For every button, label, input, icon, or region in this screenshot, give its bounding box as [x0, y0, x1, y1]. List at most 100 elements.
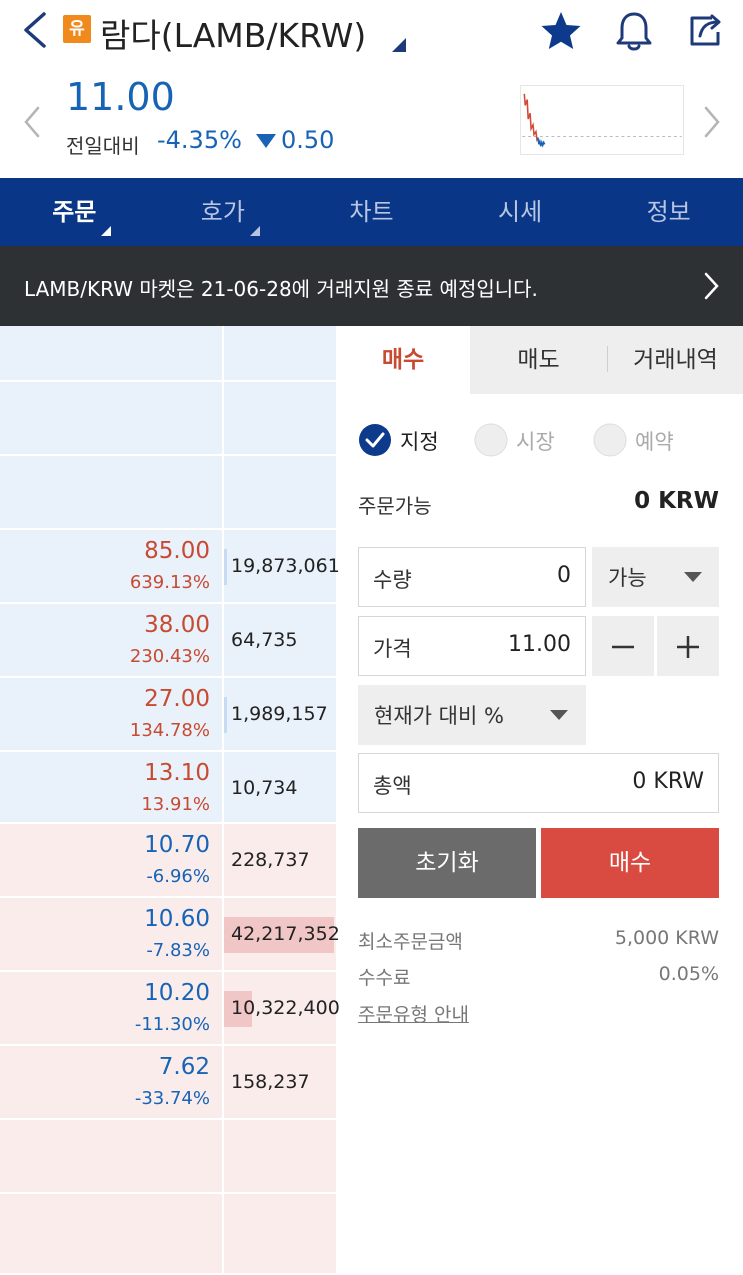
- price-decrease-button[interactable]: [592, 616, 654, 676]
- bid-quantity: 10,322,400: [231, 997, 340, 1019]
- tab-info[interactable]: 정보: [594, 178, 743, 246]
- bid-volume-bar: [224, 991, 252, 1027]
- previous-market-icon[interactable]: [22, 104, 44, 140]
- buy-button[interactable]: 매수: [541, 828, 719, 898]
- market-dropdown-icon[interactable]: [392, 38, 406, 52]
- orderbook-bid-row[interactable]: 10.70 -6.96% 228,737: [0, 824, 336, 898]
- radio-unchecked-icon: [474, 423, 508, 457]
- radio-limit-order[interactable]: 지정: [358, 420, 468, 460]
- column-divider: [222, 1120, 224, 1192]
- bid-price: 10.70: [144, 832, 210, 858]
- ask-percent: 134.78%: [129, 720, 210, 741]
- order-type-guide-link[interactable]: 주문유형 안내: [358, 1004, 469, 1026]
- tab-chart[interactable]: 차트: [297, 178, 446, 246]
- warning-badge: 유: [63, 15, 91, 43]
- column-divider: [222, 898, 224, 970]
- orderbook-bid-row[interactable]: 7.62 -33.74% 158,237: [0, 1046, 336, 1120]
- tab-orderbook-caret-icon: [249, 226, 260, 236]
- header: 유 람다(LAMB/KRW): [0, 0, 743, 62]
- ask-quantity: 64,735: [231, 629, 298, 651]
- column-divider: [222, 530, 224, 602]
- tab-orderbook[interactable]: 호가: [149, 178, 298, 246]
- orderbook-empty-row: [0, 456, 336, 530]
- orderbook-ask-row[interactable]: 38.00 230.43% 64,735: [0, 604, 336, 678]
- bid-quantity: 42,217,352: [231, 923, 340, 945]
- tab-order-label: 주문: [52, 198, 97, 226]
- ask-volume-bar: [224, 697, 227, 733]
- next-market-icon[interactable]: [700, 104, 722, 140]
- orderbook: 85.00 639.13% 19,873,061 38.00 230.43% 6…: [0, 326, 340, 1275]
- delisting-notice[interactable]: LAMB/KRW 마켓은 21-06-28에 거래지원 종료 예정입니다.: [0, 246, 743, 326]
- radio-market-order[interactable]: 시장: [474, 420, 584, 460]
- available-label: 주문가능: [358, 494, 432, 518]
- bid-quantity: 228,737: [231, 849, 310, 871]
- change-percent: -4.35%: [157, 126, 242, 154]
- market-title[interactable]: 람다(LAMB/KRW): [100, 16, 367, 55]
- total-field[interactable]: 총액 0 KRW: [358, 753, 719, 813]
- ask-percent: 13.91%: [141, 794, 210, 815]
- bid-percent: -11.30%: [134, 1014, 210, 1035]
- tab-sell[interactable]: 매도: [517, 347, 560, 373]
- bid-percent: -33.74%: [134, 1088, 210, 1109]
- ask-percent: 639.13%: [129, 572, 210, 593]
- back-arrow-icon[interactable]: [18, 8, 52, 52]
- orderbook-ask-row[interactable]: 85.00 639.13% 19,873,061: [0, 530, 340, 604]
- ask-price: 38.00: [144, 612, 210, 638]
- orderbook-bid-row[interactable]: 10.20 -11.30% 10,322,400: [0, 972, 340, 1046]
- price-increase-button[interactable]: [657, 616, 719, 676]
- tab-market-price-label: 시세: [497, 198, 543, 226]
- orderbook-empty-row: [0, 326, 336, 382]
- favorite-star-icon[interactable]: [538, 8, 584, 54]
- bid-price: 7.62: [158, 1054, 210, 1080]
- total-label: 총액: [373, 774, 412, 798]
- notification-bell-icon[interactable]: [612, 8, 656, 54]
- change-label: 전일대비: [66, 134, 140, 158]
- column-divider: [222, 972, 224, 1044]
- tab-buy[interactable]: 매수: [336, 326, 470, 394]
- chevron-down-icon: [550, 710, 568, 720]
- bid-price: 10.60: [144, 906, 210, 932]
- radio-unchecked-icon: [593, 423, 627, 457]
- tab-market-price[interactable]: 시세: [446, 178, 595, 246]
- orderbook-ask-row[interactable]: 27.00 134.78% 1,989,157: [0, 678, 336, 752]
- price-value: 11.00: [508, 632, 571, 657]
- reset-button[interactable]: 초기화: [358, 828, 536, 898]
- quantity-option-dropdown[interactable]: 가능: [592, 547, 719, 607]
- tab-order[interactable]: 주문: [0, 178, 149, 246]
- minus-icon: [612, 645, 634, 649]
- min-order-label: 최소주문금액: [358, 931, 463, 953]
- percent-of-current-price-select[interactable]: 현재가 대비 %: [358, 685, 586, 745]
- total-value: 0 KRW: [632, 769, 704, 794]
- column-divider: [222, 824, 224, 896]
- orderbook-ask-row[interactable]: 13.10 13.91% 10,734: [0, 752, 336, 824]
- column-divider: [222, 382, 224, 454]
- tab-order-caret-icon: [101, 226, 111, 236]
- tab-chart-label: 차트: [349, 198, 394, 226]
- column-divider: [222, 604, 224, 676]
- column-divider: [222, 752, 224, 822]
- price-label: 가격: [373, 637, 412, 661]
- radio-reserved-order[interactable]: 예약: [593, 420, 703, 460]
- chevron-right-icon: [704, 272, 719, 300]
- share-icon[interactable]: [684, 8, 728, 52]
- tab-info-label: 정보: [646, 198, 691, 226]
- change-amount: 0.50: [281, 126, 335, 154]
- mini-price-chart[interactable]: [520, 85, 684, 155]
- column-divider: [222, 456, 224, 528]
- bid-volume-bar: [224, 917, 334, 953]
- quantity-field[interactable]: 수량 0: [358, 547, 586, 607]
- bid-percent: -7.83%: [146, 940, 210, 961]
- radio-checked-icon: [359, 424, 391, 456]
- ask-quantity: 1,989,157: [231, 703, 328, 725]
- tab-trade-history[interactable]: 거래내역: [633, 347, 718, 373]
- available-value: 0 KRW: [634, 488, 719, 514]
- orderbook-empty-row: [0, 1194, 336, 1275]
- ask-price: 85.00: [144, 538, 210, 564]
- orderbook-bid-row[interactable]: 10.60 -7.83% 42,217,352: [0, 898, 340, 972]
- percent-select-label: 현재가 대비 %: [374, 704, 504, 728]
- down-triangle-icon: [256, 134, 276, 148]
- price-field[interactable]: 가격 11.00: [358, 616, 586, 676]
- current-price: 11.00: [66, 75, 175, 119]
- column-divider: [222, 1046, 224, 1118]
- radio-market-label: 시장: [516, 430, 555, 454]
